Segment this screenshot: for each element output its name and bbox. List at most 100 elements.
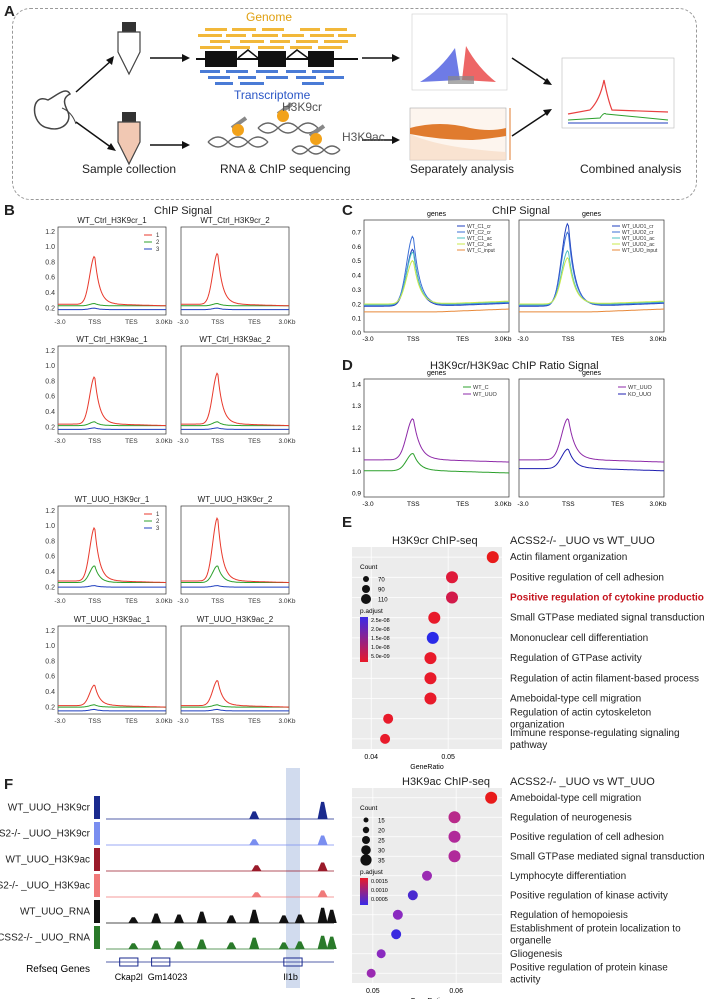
legend-label: WT_UUO2_ac xyxy=(622,242,655,248)
plot-title: genes xyxy=(427,211,447,218)
term-dot xyxy=(446,571,458,584)
y-tick-label: 1.2 xyxy=(45,229,55,236)
plot-frame xyxy=(180,345,290,435)
signal-peak xyxy=(317,835,328,845)
legend-label: WT_C2_cr xyxy=(467,230,491,236)
x-tick-label: TSS xyxy=(88,319,101,326)
y-tick-label: 1.2 xyxy=(352,425,361,432)
term-dot xyxy=(426,631,439,644)
term-dot xyxy=(448,850,461,863)
term-label: Positive regulation of cytokine producti… xyxy=(510,593,704,604)
x-axis-label: GeneRatio xyxy=(410,764,444,771)
y-tick-label: 0.4 xyxy=(352,273,361,280)
signal-peak xyxy=(226,942,237,949)
x-tick-label: -3.0 xyxy=(362,501,374,508)
refseq-label: Refseq Genes xyxy=(26,964,90,975)
y-tick-label: 0.9 xyxy=(352,491,361,498)
panel-d-label: D xyxy=(342,357,353,374)
term-label: Positive regulation of kinase activity xyxy=(510,890,668,901)
legend-count-label: 20 xyxy=(378,829,385,835)
panel-a-label: A xyxy=(4,3,15,20)
panel-c-header: ChIP Signal xyxy=(492,205,550,217)
series-1-line xyxy=(58,684,166,708)
series-line xyxy=(364,248,509,307)
x-tick-label: -3.0 xyxy=(54,598,66,605)
track-label: ACSS2-/- _UUO_H3K9cr xyxy=(0,829,91,840)
panel-a-frame xyxy=(12,8,697,200)
panel-c-label: C xyxy=(342,202,353,219)
term-label: Small GTPase mediated signal transductio… xyxy=(510,613,704,624)
term-label: Establishment of protein localization to xyxy=(510,923,681,934)
term-dot xyxy=(380,733,391,744)
legend-count-title: Count xyxy=(360,564,378,571)
y-tick-label: 0.6 xyxy=(352,244,361,251)
plot-frame xyxy=(57,226,167,316)
plot-title: WT_Ctrl_H3K9cr_2 xyxy=(200,216,270,225)
legend-padj-label: 0.0005 xyxy=(371,897,388,903)
dotplot-bg xyxy=(352,788,502,983)
signal-peak xyxy=(173,914,184,923)
legend-count-label: 70 xyxy=(378,578,385,584)
x-tick-label: -3.0 xyxy=(54,319,66,326)
track-color-bar xyxy=(94,874,100,897)
x-tick-label: TSS xyxy=(407,501,420,508)
y-tick-label: 0.2 xyxy=(45,704,55,711)
x-tick-label: 3.0Kb xyxy=(156,718,173,725)
track-label: WT_UUO_RNA xyxy=(20,907,90,918)
tube-icon-2 xyxy=(117,112,141,166)
plot-frame xyxy=(57,505,167,595)
padj-colorbar xyxy=(360,617,368,662)
plot-title: WT_UUO_H3K9cr_2 xyxy=(198,495,273,504)
signal-peak xyxy=(249,839,260,845)
term-dot xyxy=(376,949,386,959)
signal-peak xyxy=(226,915,237,923)
x-tick-label: 3.0Kb xyxy=(156,598,173,605)
x-tick-label: TES xyxy=(611,501,624,508)
y-tick-label: 1.0 xyxy=(45,523,55,530)
x-tick-label: TES xyxy=(611,336,624,343)
signal-peak xyxy=(294,914,305,923)
signal-peak xyxy=(128,917,139,923)
x-tick-label: 3.0Kb xyxy=(495,336,512,343)
series-3-line xyxy=(181,708,289,712)
term-dot xyxy=(392,909,403,920)
legend-count-label: 15 xyxy=(378,819,385,825)
legend-label: 1 xyxy=(156,233,160,239)
y-tick-label: 1.1 xyxy=(352,447,361,454)
signal-peak xyxy=(317,862,328,871)
x-tick-label: -3.0 xyxy=(517,501,529,508)
x-tick-label: TSS xyxy=(88,718,101,725)
series-line xyxy=(519,448,665,472)
gene-label: Gm14023 xyxy=(148,972,188,982)
y-tick-label: 0.6 xyxy=(45,554,55,561)
legend-label: WT_C xyxy=(473,385,489,391)
plot-title: WT_UUO_H3K9ac_1 xyxy=(74,615,151,624)
x-tick-label: TES xyxy=(248,319,261,326)
legend-label: KO_UUO xyxy=(628,392,652,398)
x-tick-label: TSS xyxy=(211,319,224,326)
track-color-bar xyxy=(94,822,100,845)
term-dot xyxy=(424,672,437,685)
y-tick-label: 1.2 xyxy=(45,628,55,635)
series-3-line xyxy=(58,427,166,430)
series-3-line xyxy=(181,585,289,588)
legend-label: WT_C_input xyxy=(467,248,495,254)
x-tick-label: TES xyxy=(456,336,469,343)
legend-padj-title: p.adjust xyxy=(360,608,383,615)
x-tick-label: -3.0 xyxy=(177,598,189,605)
signal-peak xyxy=(278,942,289,949)
highlight-region xyxy=(286,768,300,988)
series-1-line xyxy=(58,255,166,307)
series-line xyxy=(519,256,665,305)
e-cr-title: H3K9cr ChIP-seq xyxy=(392,535,478,547)
signal-peak xyxy=(251,892,262,897)
signal-peak xyxy=(151,940,162,949)
signal-peak xyxy=(173,941,184,949)
term-label: Regulation of actin cytoskeleton xyxy=(510,708,651,719)
track-color-bar xyxy=(94,900,100,923)
